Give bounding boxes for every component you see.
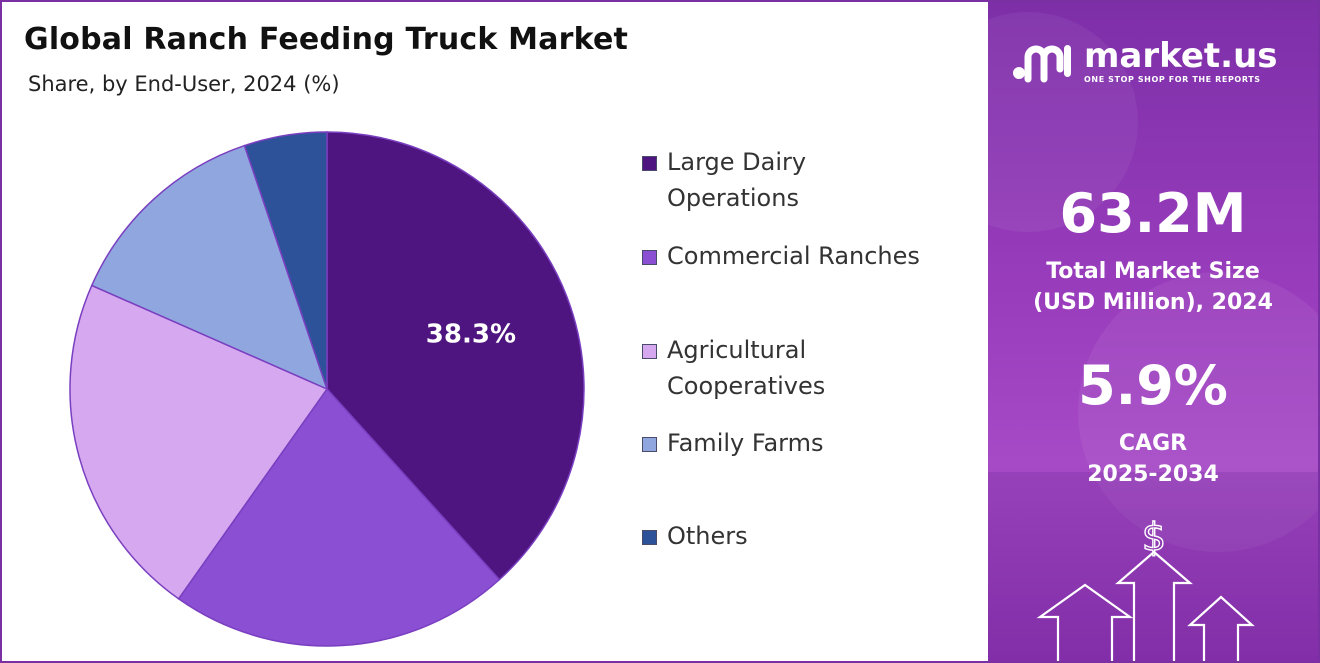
legend-label: Others: [667, 522, 748, 550]
legend-item-large-dairy-operations: Large Dairy Operations: [642, 144, 972, 216]
cagr-label-line2: 2025-2034: [1087, 462, 1219, 487]
legend-swatch: [642, 344, 657, 359]
legend-swatch: [642, 156, 657, 171]
chart-title: Global Ranch Feeding Truck Market: [24, 22, 629, 57]
legend-swatch: [642, 437, 657, 452]
pie-slice-family-farms: [90, 144, 329, 391]
legend-item-agricultural-cooperatives: Agricultural Cooperatives: [642, 332, 972, 404]
legend-item-family-farms: Family Farms: [642, 425, 972, 461]
cagr-value: 5.9%: [1078, 354, 1228, 417]
legend-swatch: [642, 530, 657, 545]
brand-tagline: ONE STOP SHOP FOR THE REPORTS: [1084, 75, 1261, 84]
chart-panel: Global Ranch Feeding Truck Market Share,…: [2, 2, 986, 661]
summary-panel: market.us ONE STOP SHOP FOR THE REPORTS …: [988, 2, 1318, 661]
market-size-label-line1: Total Market Size: [1046, 259, 1260, 284]
chart-subtitle: Share, by End-User, 2024 (%): [28, 72, 340, 96]
legend-label: Agricultural Cooperatives: [667, 336, 826, 400]
data-label-large-dairy-operations: 38.3%: [426, 320, 516, 350]
brand-name: market.us: [1084, 36, 1278, 76]
legend-item-others: Others: [642, 518, 972, 554]
market-size-label-line2: (USD Million), 2024: [1033, 290, 1273, 315]
legend-item-commercial-ranches: Commercial Ranches: [642, 238, 972, 274]
pie-slice-commercial-ranches: [177, 387, 501, 647]
legend-label: Large Dairy Operations: [667, 148, 807, 212]
pie-slice-others: [243, 131, 328, 390]
pie-slice-agricultural-cooperatives: [69, 284, 329, 600]
legend-label: Family Farms: [667, 429, 824, 457]
cagr-label-line1: CAGR: [1118, 431, 1188, 456]
legend-label: Commercial Ranches: [667, 242, 920, 270]
pie-chart: 38.3%: [69, 131, 585, 647]
pie-slice-large-dairy-operations: [326, 131, 585, 581]
market-size-value: 63.2M: [1059, 182, 1247, 245]
legend-swatch: [642, 250, 657, 265]
growth-arrows-icon: $: [1036, 514, 1255, 661]
market-us-logo-icon: [1013, 45, 1071, 83]
brand: market.us ONE STOP SHOP FOR THE REPORTS: [1012, 38, 1278, 84]
